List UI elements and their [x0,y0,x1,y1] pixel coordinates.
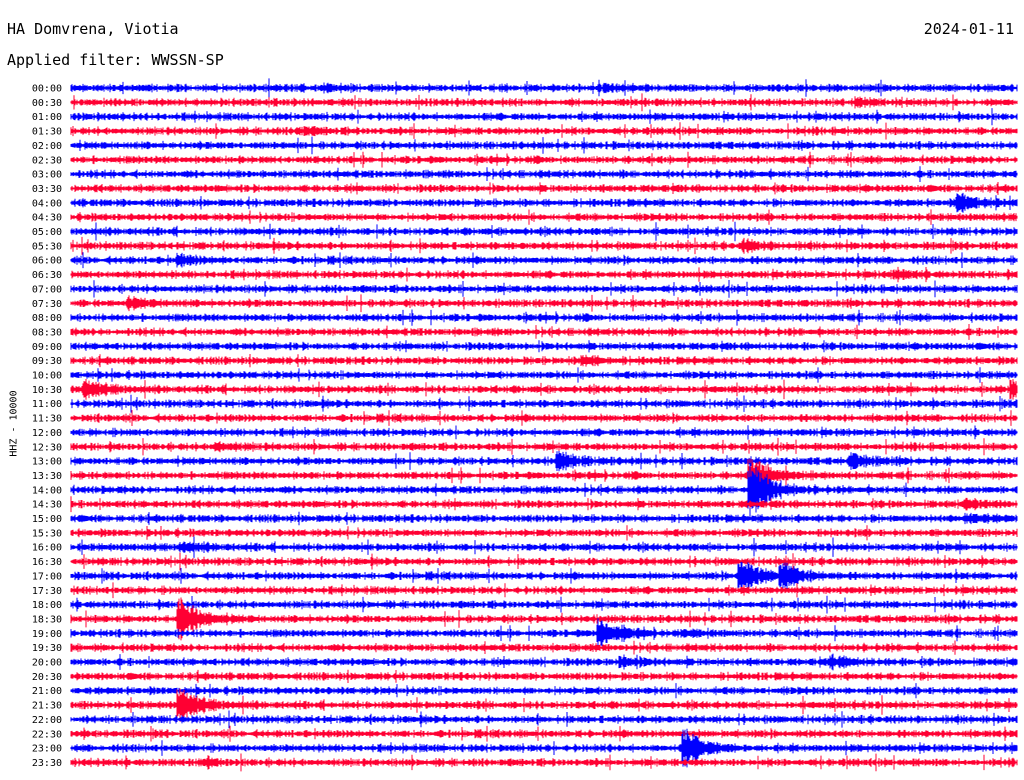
row-time-label: 02:00 [32,141,62,152]
row-time-label: 20:00 [32,658,62,669]
row-time-label: 02:30 [32,155,62,166]
row-time-label: 03:30 [32,184,62,195]
row-time-label: 01:00 [32,112,62,123]
row-time-label: 04:30 [32,213,62,224]
row-time-label: 23:00 [32,744,62,755]
row-time-label: 23:30 [32,758,62,769]
row-time-label: 15:30 [32,528,62,539]
row-time-label: 16:30 [32,557,62,568]
row-time-label: 21:00 [32,686,62,697]
row-time-label: 08:30 [32,327,62,338]
row-time-label: 03:00 [32,170,62,181]
row-time-label: 12:00 [32,428,62,439]
row-time-label: 05:30 [32,241,62,252]
row-time-label: 19:30 [32,643,62,654]
row-time-label: 15:00 [32,514,62,525]
row-time-label: 00:30 [32,98,62,109]
row-time-label: 11:00 [32,399,62,410]
row-time-label: 20:30 [32,672,62,683]
row-time-label: 07:30 [32,299,62,310]
row-time-label: 01:30 [32,127,62,138]
row-time-label: 16:00 [32,543,62,554]
row-time-label: 06:00 [32,256,62,267]
row-time-label: 10:30 [32,385,62,396]
row-time-label: 11:30 [32,414,62,425]
row-time-label: 18:30 [32,614,62,625]
row-time-label: 19:00 [32,629,62,640]
row-time-label: 09:00 [32,342,62,353]
station-title: HA Domvrena, Viotia [7,20,179,38]
row-time-label: 17:30 [32,586,62,597]
filter-label: Applied filter: WWSSN-SP [7,51,224,69]
row-time-label: 09:30 [32,356,62,367]
row-time-label: 22:00 [32,715,62,726]
row-time-label: 04:00 [32,198,62,209]
row-time-label: 14:30 [32,500,62,511]
row-time-label: 13:00 [32,457,62,468]
date-label: 2024-01-11 [923,20,1014,38]
row-time-label: 18:00 [32,600,62,611]
row-time-label: 05:00 [32,227,62,238]
row-time-label: 21:30 [32,701,62,712]
row-time-label: 06:30 [32,270,62,281]
row-time-label: 22:30 [32,729,62,740]
row-time-label: 13:30 [32,471,62,482]
row-time-label: 00:00 [32,84,62,95]
row-time-label: 10:00 [32,371,62,382]
row-time-label: 12:30 [32,442,62,453]
row-time-label: 08:00 [32,313,62,324]
row-time-label: 17:00 [32,571,62,582]
row-time-label: 07:00 [32,284,62,295]
row-time-label: 14:00 [32,485,62,496]
